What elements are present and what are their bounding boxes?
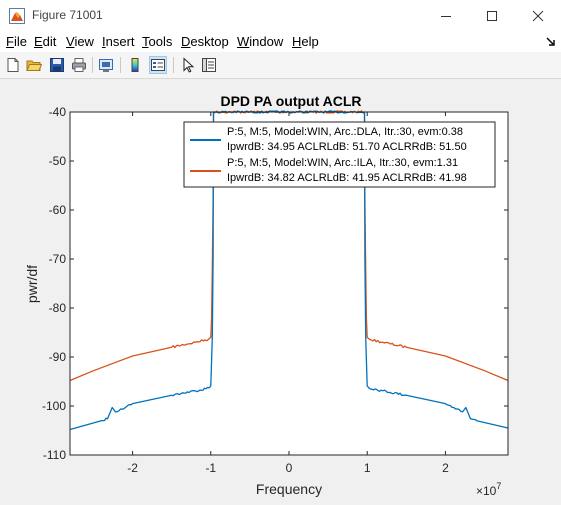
menu-desktop-label: esktop — [190, 34, 229, 49]
toolbar-separator — [120, 57, 121, 73]
y-tick-label: -50 — [49, 154, 67, 168]
maximize-button[interactable] — [469, 0, 515, 32]
x-tick-label: -1 — [205, 461, 216, 475]
property-inspector-button[interactable] — [200, 56, 218, 74]
pointer-button[interactable] — [179, 56, 197, 74]
save-button[interactable] — [48, 56, 66, 74]
pointer-icon — [183, 57, 195, 73]
y-tick-label: -90 — [49, 350, 67, 364]
menu-desktop-mnemonic: D — [181, 34, 191, 49]
x-tick-label: 0 — [286, 461, 293, 475]
legend-entry-dla-line2: IpwrdB: 34.95 ACLRLdB: 51.70 ACLRRdB: 51… — [227, 141, 467, 153]
new-figure-button[interactable] — [4, 56, 22, 74]
new-figure-icon — [7, 58, 19, 72]
maximize-icon — [487, 11, 497, 21]
menu-file-label: ile — [13, 34, 27, 49]
legend-entry-ila-line2: IpwrdB: 34.82 ACLRLdB: 41.95 ACLRRdB: 41… — [227, 172, 467, 184]
x-exponent-power: 7 — [496, 481, 501, 491]
menu-window-mnemonic: W — [237, 34, 250, 49]
y-tick-label: -80 — [49, 301, 67, 315]
menu-file[interactable]: File — [6, 34, 27, 49]
y-tick-label: -100 — [42, 399, 66, 413]
legend-box — [183, 121, 496, 188]
legend-entry-ila-line1: P:5, M:5, Model:WIN, Arc.:ILA, Itr.:30, … — [227, 157, 458, 169]
ticks-layer: -2 -1 0 1 2 -110 -100 -90 -80 -70 -60 -50 -40 — [42, 105, 508, 475]
y-tick-label: -60 — [49, 203, 67, 217]
x-tick-label: 2 — [442, 461, 449, 475]
menu-desktop[interactable]: Desktop — [181, 34, 229, 49]
minimize-button[interactable] — [423, 0, 469, 32]
insert-colorbar-button[interactable] — [126, 56, 144, 74]
plot-svg: DPD PA output ACLR -2 -1 0 1 2 -110 -100 -90 -80… — [24, 93, 509, 498]
figure-area: DPD PA output ACLR -2 -1 0 1 2 -110 -100 -90 -80… — [0, 79, 561, 500]
link-plot-button[interactable] — [97, 56, 115, 74]
legend-entry-dla-line1: P:5, M:5, Model:WIN, Arc.:DLA, Itr.:30, … — [227, 126, 463, 138]
window-title: Figure 71001 — [32, 8, 103, 22]
menu-tools-mnemonic: T — [142, 34, 149, 49]
y-tick-label: -40 — [49, 105, 67, 119]
y-tick-label: -110 — [43, 448, 66, 462]
x-tick-label: 1 — [364, 461, 371, 475]
menu-edit[interactable]: Edit — [34, 34, 56, 49]
window-titlebar: Figure 71001 — [0, 0, 561, 32]
x-axis-label: Frequency — [256, 481, 322, 497]
y-tick-label: -70 — [49, 252, 67, 266]
menu-tools-label: ools — [148, 34, 173, 49]
print-icon — [72, 58, 86, 72]
menu-view[interactable]: View — [66, 34, 94, 49]
property-inspector-icon — [202, 58, 216, 72]
toolbar-separator — [173, 57, 174, 73]
open-file-button[interactable] — [25, 56, 43, 74]
close-button[interactable] — [515, 0, 561, 32]
menu-window[interactable]: Window — [237, 34, 283, 49]
save-icon — [50, 58, 64, 72]
open-file-icon — [26, 60, 42, 71]
menu-insert-mnemonic: I — [102, 34, 106, 49]
menu-file-mnemonic: F — [6, 34, 14, 49]
link-plot-icon — [99, 59, 113, 72]
y-axis-label: pwr/df — [24, 265, 40, 303]
menu-view-label: iew — [74, 34, 94, 49]
minimize-icon — [441, 16, 451, 17]
close-icon — [532, 10, 544, 22]
menu-help-mnemonic: H — [292, 34, 302, 49]
insert-colorbar-icon — [131, 58, 139, 72]
print-button[interactable] — [70, 56, 88, 74]
menu-window-label: indow — [249, 34, 284, 49]
insert-legend-icon — [151, 59, 165, 71]
menu-bar: File Edit View Insert Tools Desktop Wind… — [0, 32, 561, 52]
toolbar-separator — [92, 57, 93, 73]
menu-help[interactable]: Help — [292, 34, 319, 49]
menu-help-label: elp — [301, 34, 319, 49]
matlab-figure-icon — [9, 8, 25, 24]
insert-legend-button[interactable] — [149, 56, 167, 74]
menu-tools[interactable]: Tools — [142, 34, 172, 49]
x-tick-label: -2 — [127, 461, 138, 475]
menu-view-mnemonic: V — [66, 34, 75, 49]
menu-insert-label: nsert — [105, 34, 135, 49]
dock-arrow-icon[interactable] — [546, 37, 556, 47]
figure-toolbar — [0, 52, 561, 79]
menu-insert[interactable]: Insert — [102, 34, 135, 49]
x-axis-exponent: ×107 — [476, 481, 501, 498]
x-exponent-base: ×10 — [476, 484, 497, 498]
chart-title: DPD PA output ACLR — [220, 93, 361, 109]
legend[interactable]: P:5, M:5, Model:WIN, Arc.:DLA, Itr.:30, … — [183, 121, 496, 188]
menu-edit-mnemonic: E — [34, 34, 43, 49]
menu-edit-label: dit — [42, 34, 57, 49]
